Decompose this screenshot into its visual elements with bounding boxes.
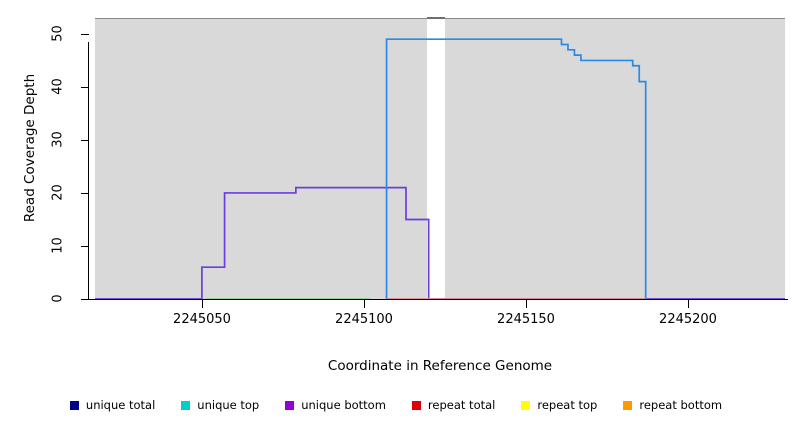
y-tick-label: 50 bbox=[50, 25, 66, 42]
legend-item: unique bottom bbox=[285, 398, 386, 412]
x-tick bbox=[364, 300, 365, 308]
y-tick bbox=[81, 299, 89, 300]
legend-item: repeat total bbox=[411, 398, 496, 412]
plot-panel-gap-top-border bbox=[427, 17, 445, 19]
y-tick bbox=[81, 34, 89, 35]
y-tick-label: 20 bbox=[50, 184, 66, 201]
legend-item-label: repeat bottom bbox=[639, 398, 723, 412]
legend-item-label: unique bottom bbox=[301, 398, 386, 412]
y-tick-label: 30 bbox=[50, 131, 66, 148]
legend-swatch-icon bbox=[623, 400, 633, 410]
legend-swatch-icon bbox=[181, 400, 191, 410]
legend-item-label: unique top bbox=[197, 398, 260, 412]
y-tick bbox=[81, 246, 89, 247]
legend-item-label: unique total bbox=[85, 398, 156, 412]
x-axis-line bbox=[88, 299, 788, 300]
y-tick-label: 10 bbox=[50, 237, 66, 254]
x-tick-label: 2245050 bbox=[173, 312, 231, 327]
y-tick bbox=[81, 87, 89, 88]
series-unique-total bbox=[385, 38, 647, 299]
legend-item-label: repeat top bbox=[537, 398, 598, 412]
x-tick bbox=[688, 300, 689, 308]
legend-item: unique total bbox=[69, 398, 156, 412]
x-tick bbox=[526, 300, 527, 308]
y-tick-label: 0 bbox=[50, 294, 66, 303]
x-tick-label: 2245200 bbox=[659, 312, 717, 327]
y-tick-label: 40 bbox=[50, 78, 66, 95]
series-unique-bottom bbox=[95, 186, 785, 300]
x-tick bbox=[202, 300, 203, 308]
x-tick-label: 2245100 bbox=[335, 312, 393, 327]
x-axis-label: Coordinate in Reference Genome bbox=[327, 358, 553, 374]
y-axis-label: Read Coverage Depth bbox=[22, 73, 38, 223]
legend-item-label: repeat total bbox=[427, 398, 496, 412]
x-tick-label: 2245150 bbox=[497, 312, 555, 327]
y-tick bbox=[81, 140, 89, 141]
chart-legend: unique total unique top unique bottom repea… bbox=[0, 398, 792, 412]
plot-panel-gap bbox=[427, 18, 445, 299]
legend-item: repeat top bbox=[521, 398, 597, 412]
legend-swatch-icon bbox=[521, 400, 531, 410]
legend-item: repeat bottom bbox=[623, 398, 722, 412]
legend-swatch-icon bbox=[69, 400, 79, 410]
legend-item: unique top bbox=[181, 398, 259, 412]
legend-swatch-icon bbox=[411, 400, 421, 410]
y-tick bbox=[81, 193, 89, 194]
legend-swatch-icon bbox=[285, 400, 295, 410]
y-axis-line bbox=[88, 42, 89, 299]
